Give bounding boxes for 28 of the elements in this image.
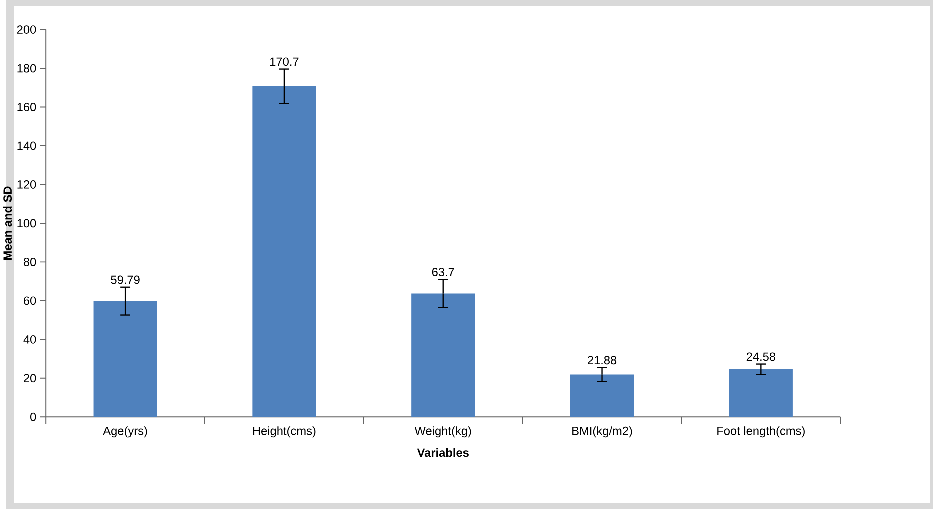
- data-label: 59.79: [111, 276, 140, 284]
- y-tick-label: 180: [18, 64, 36, 72]
- x-tick-label: BMI(kg/m2): [572, 426, 632, 438]
- y-tick-label: 140: [18, 142, 36, 150]
- x-tick-label: Height(cms): [253, 426, 316, 438]
- y-axis-title: Mean and SD: [3, 186, 12, 260]
- y-tick-label: 20: [24, 374, 36, 382]
- data-label: 21.88: [588, 356, 617, 364]
- data-label: 24.58: [746, 352, 776, 361]
- y-tick-label: 40: [24, 335, 36, 344]
- y-tick-label: 200: [17, 25, 36, 34]
- bar: [729, 369, 793, 417]
- bar: [412, 294, 476, 417]
- bar: [570, 374, 634, 417]
- y-tick-label: 100: [18, 219, 36, 228]
- x-tick-label: Weight(kg): [414, 426, 472, 438]
- x-axis-title: Variables: [417, 448, 469, 457]
- data-label: 63.7: [432, 268, 454, 276]
- y-tick-label: 0: [30, 412, 36, 422]
- bar: [252, 86, 316, 417]
- data-label: 170.7: [270, 57, 299, 66]
- y-tick-label: 120: [18, 180, 36, 189]
- x-tick-label: Foot length(cms): [718, 426, 805, 438]
- y-tick-label: 60: [24, 296, 36, 305]
- y-tick-label: 160: [18, 102, 36, 112]
- x-tick-label: Age(yrs): [103, 426, 148, 438]
- bar: [94, 301, 158, 417]
- y-tick-label: 80: [24, 258, 36, 266]
